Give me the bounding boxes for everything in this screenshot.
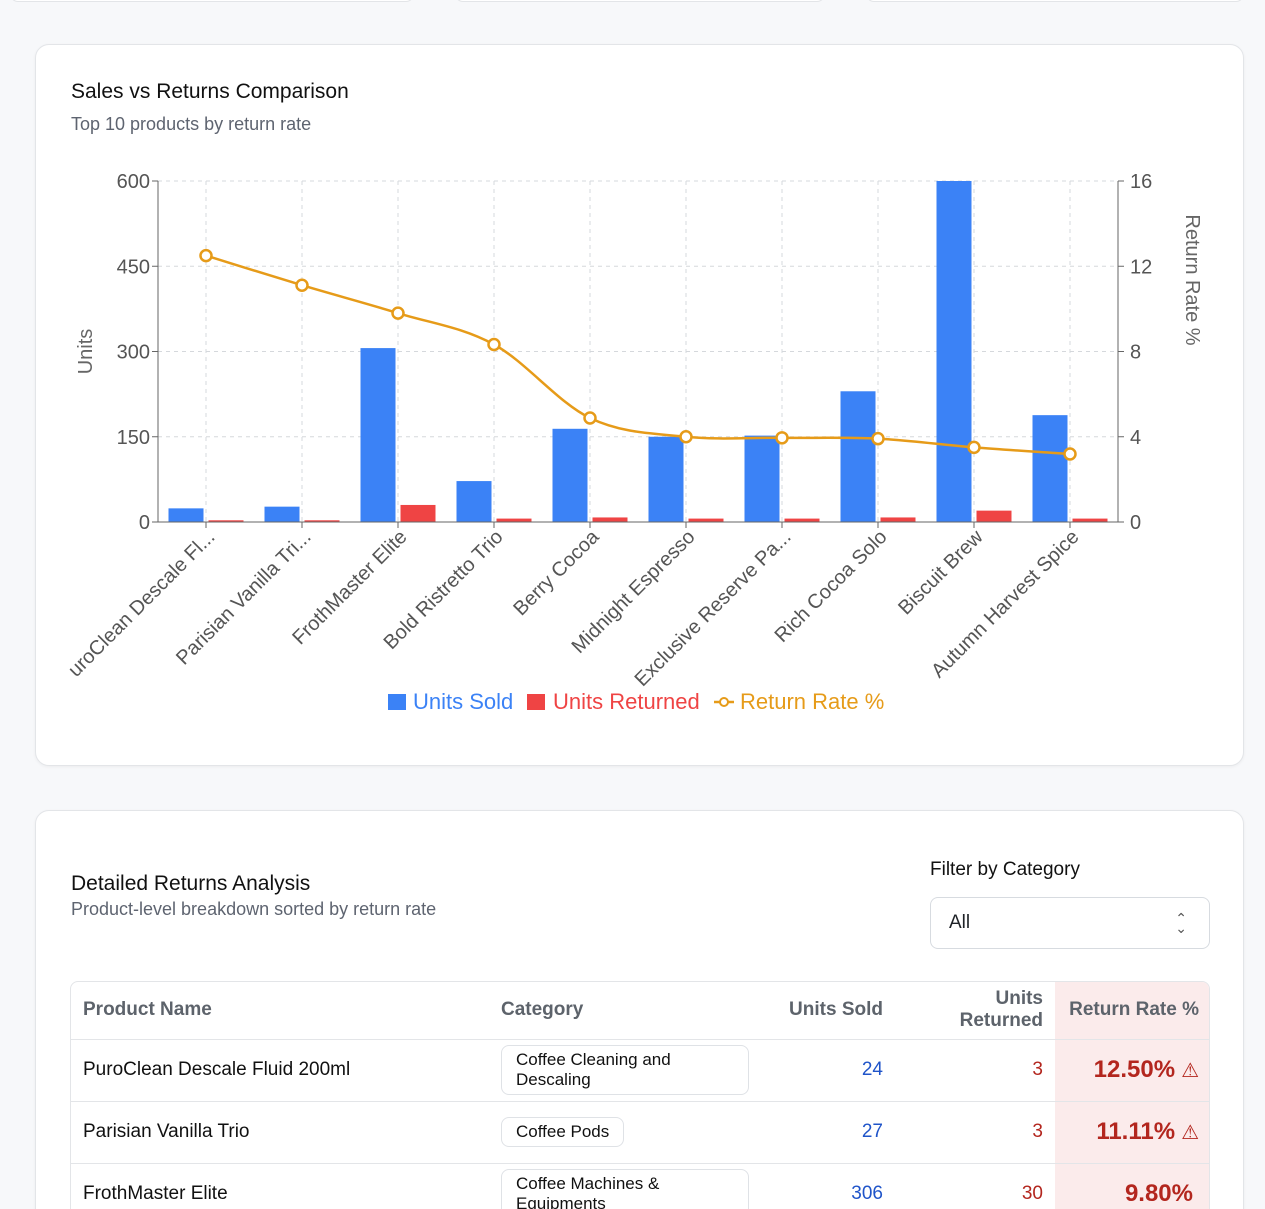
legend-label-return-rate: Return Rate % xyxy=(740,689,884,714)
return-rate: 12.50% xyxy=(1093,1056,1176,1083)
bar-units-returned xyxy=(592,517,628,522)
grid-layer xyxy=(158,180,1118,522)
return-rate-point xyxy=(199,248,213,263)
units-returned: 3 xyxy=(895,1039,1055,1102)
category-filter-select[interactable]: All ⌃ ⌄ xyxy=(930,897,1210,949)
filter-label: Filter by Category xyxy=(930,859,1080,880)
category-badge: Coffee Pods xyxy=(501,1117,625,1147)
return-rate: 11.11% xyxy=(1096,1118,1176,1145)
col-units-sold[interactable]: Units Sold xyxy=(761,982,895,1040)
units-sold: 27 xyxy=(761,1101,895,1164)
y-tick-label: 450 xyxy=(117,256,150,278)
y2-tick-label: 12 xyxy=(1130,256,1152,278)
returns-analysis-card: Detailed Returns Analysis Product-level … xyxy=(35,810,1244,1209)
bar-units-returned xyxy=(688,518,724,522)
returns-table: Product Name Category Units Sold Units R… xyxy=(70,981,1210,1209)
chart-title: Sales vs Returns Comparison xyxy=(71,80,349,103)
x-tick-label: Berry Cocoa xyxy=(509,525,604,620)
return-rate-point xyxy=(967,440,981,455)
warning-icon: ⚠ xyxy=(1181,1060,1199,1082)
y-tick-label: 600 xyxy=(117,171,150,193)
bar-units-sold xyxy=(360,348,396,522)
card-stub-3 xyxy=(866,0,1244,2)
legend-layer: Units Sold Units Returned Return Rate % xyxy=(388,689,884,714)
bar-units-sold xyxy=(168,508,204,522)
table-header-row: Product Name Category Units Sold Units R… xyxy=(71,982,1209,1040)
return-rate-point xyxy=(295,278,309,292)
card-stub-1 xyxy=(10,0,414,2)
return-rate-point xyxy=(679,430,693,444)
table-subtitle: Product-level breakdown sorted by return… xyxy=(71,899,437,919)
y2-axis-title: Return Rate % xyxy=(1181,214,1203,345)
bar-units-sold xyxy=(552,428,588,522)
bar-units-sold xyxy=(744,435,780,522)
bar-units-returned xyxy=(400,504,436,522)
bar-units-returned xyxy=(208,520,244,522)
sales-returns-chart-card: Sales vs Returns Comparison Top 10 produ… xyxy=(35,44,1244,766)
chart-subtitle: Top 10 products by return rate xyxy=(71,114,312,134)
return-rate-point xyxy=(1063,447,1077,461)
bar-units-sold xyxy=(648,436,684,522)
table-title: Detailed Returns Analysis xyxy=(71,872,311,895)
filter-value: All xyxy=(949,912,971,933)
y2-tick-label: 8 xyxy=(1130,342,1141,364)
legend-label-units-sold: Units Sold xyxy=(413,689,513,714)
warning-icon: ⚠ xyxy=(1181,1122,1199,1144)
y-tick-label: 300 xyxy=(117,342,150,364)
line-layer xyxy=(199,248,1077,461)
product-name: FrothMaster Elite xyxy=(71,1163,489,1209)
y2-tick-label: 0 xyxy=(1130,512,1141,534)
table-row[interactable]: FrothMaster Elite Coffee Machines & Equi… xyxy=(71,1163,1209,1209)
bar-layer xyxy=(168,181,1108,522)
product-name: PuroClean Descale Fluid 200ml xyxy=(71,1039,489,1102)
legend-swatch-units-sold xyxy=(388,694,406,710)
bar-units-sold xyxy=(1032,415,1068,522)
x-tick-label: Exclusive Reserve Pa... xyxy=(631,526,796,691)
bar-units-sold xyxy=(840,391,876,522)
bar-units-returned xyxy=(880,517,916,522)
bar-units-returned xyxy=(496,518,532,522)
bar-units-sold xyxy=(264,506,300,522)
y-axis-title: Units xyxy=(75,329,97,375)
y-tick-label: 150 xyxy=(117,427,150,449)
legend-swatch-units-returned xyxy=(527,694,545,710)
units-sold: 306 xyxy=(761,1163,895,1209)
y2-tick-label: 4 xyxy=(1130,427,1141,449)
col-product-name[interactable]: Product Name xyxy=(71,982,489,1040)
bar-units-returned xyxy=(304,520,340,522)
bar-units-returned xyxy=(976,510,1012,522)
y2-tick-label: 16 xyxy=(1130,171,1152,193)
col-return-rate[interactable]: Return Rate % xyxy=(1055,982,1209,1040)
legend-label-units-returned: Units Returned xyxy=(553,689,700,714)
bar-units-returned xyxy=(1072,518,1108,522)
product-name: Parisian Vanilla Trio xyxy=(71,1101,489,1164)
table-row[interactable]: Parisian Vanilla Trio Coffee Pods 27 3 1… xyxy=(71,1101,1209,1164)
return-rate-point xyxy=(775,431,789,445)
x-tick-label: Biscuit Brew xyxy=(894,526,988,620)
card-stub-2 xyxy=(455,0,825,2)
category-badge: Coffee Cleaning and Descaling xyxy=(501,1045,749,1095)
return-rate-point xyxy=(391,306,405,320)
table-row[interactable]: PuroClean Descale Fluid 200ml Coffee Cle… xyxy=(71,1039,1209,1102)
bar-units-sold xyxy=(936,181,972,522)
bar-units-returned xyxy=(784,518,820,522)
units-returned: 30 xyxy=(895,1163,1055,1209)
col-category[interactable]: Category xyxy=(489,982,761,1040)
return-rate-point xyxy=(487,337,501,352)
chevron-updown-icon: ⌃ ⌄ xyxy=(1175,910,1187,936)
bar-units-sold xyxy=(456,481,492,522)
category-badge: Coffee Machines & Equipments xyxy=(501,1169,749,1209)
return-rate: 9.80% xyxy=(1124,1180,1193,1207)
return-rate-point xyxy=(871,431,885,446)
return-rate-point xyxy=(583,411,597,425)
legend-marker-return-rate xyxy=(719,697,729,707)
units-returned: 3 xyxy=(895,1101,1055,1164)
return-rate-line xyxy=(205,254,1071,456)
y-tick-label: 0 xyxy=(139,512,150,534)
col-units-returned[interactable]: Units Returned xyxy=(895,982,1055,1040)
units-sold: 24 xyxy=(761,1039,895,1102)
